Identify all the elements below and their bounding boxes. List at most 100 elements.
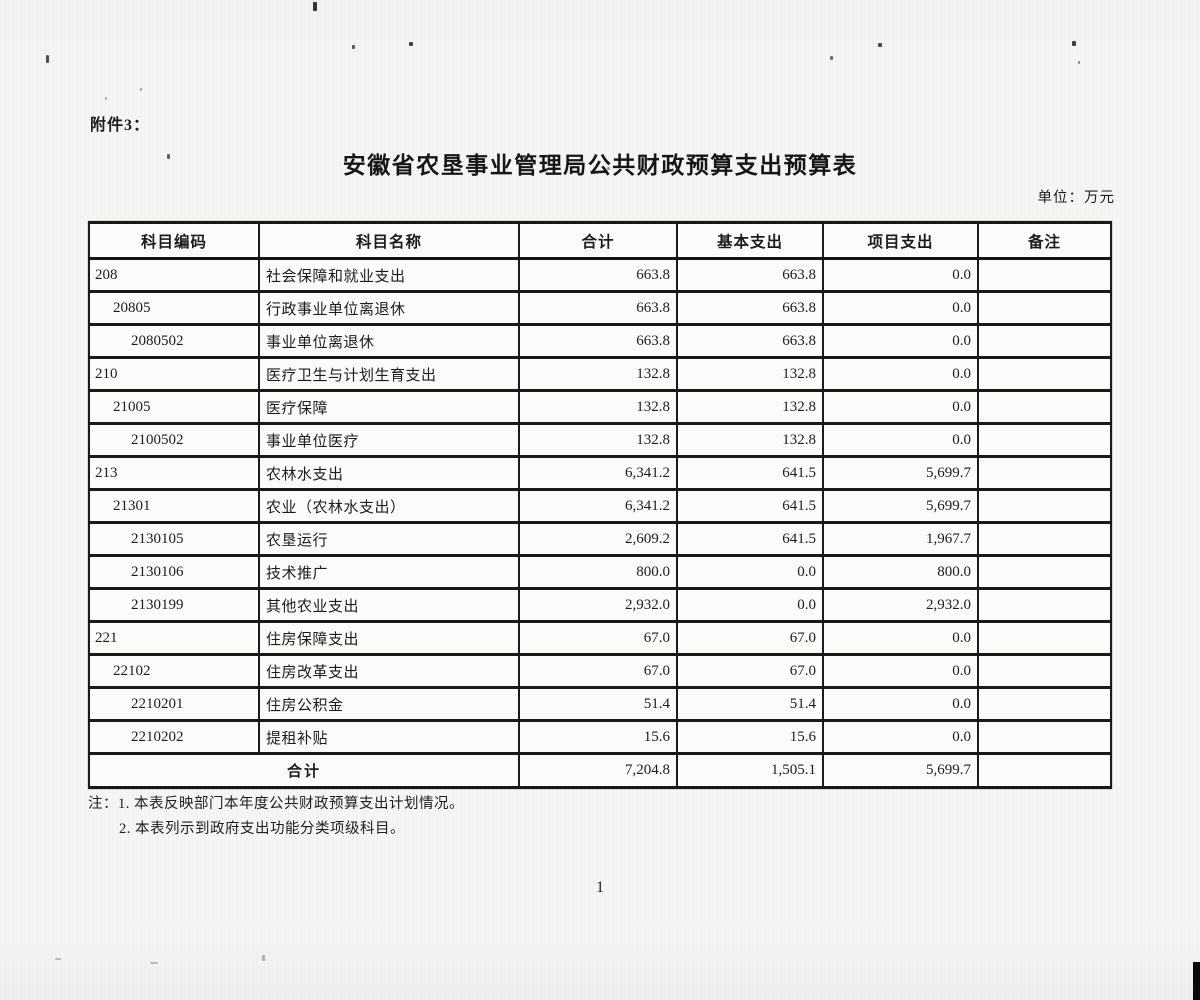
cell-basic-expense: 15.6 — [676, 719, 824, 755]
header-subject-name: 科目名称 — [258, 221, 520, 260]
table-row: 221 住房保障支出 67.0 67.0 0.0 — [88, 620, 1112, 656]
cell-total: 15.6 — [518, 719, 678, 755]
cell-remark — [977, 323, 1112, 359]
scan-speck — [1072, 41, 1076, 46]
cell-total: 132.8 — [518, 422, 678, 458]
scan-speck — [878, 43, 882, 47]
cell-basic-expense: 641.5 — [676, 488, 824, 524]
cell-remark — [977, 356, 1112, 392]
total-row-label: 合计 — [88, 752, 520, 789]
scan-edge-mark — [1193, 962, 1200, 1000]
cell-remark — [977, 653, 1112, 689]
cell-remark — [977, 257, 1112, 293]
table-row: 2210202 提租补贴 15.6 15.6 0.0 — [88, 719, 1112, 755]
cell-project-expense: 1,967.7 — [822, 521, 979, 557]
cell-remark — [977, 488, 1112, 524]
cell-basic-expense: 132.8 — [676, 356, 824, 392]
total-row-basic: 1,505.1 — [676, 752, 824, 789]
cell-subject-code: 2080502 — [88, 323, 260, 359]
cell-subject-name: 行政事业单位离退休 — [258, 290, 520, 326]
table-header-row: 科目编码 科目名称 合计 基本支出 项目支出 备注 — [88, 221, 1112, 260]
cell-total: 800.0 — [518, 554, 678, 590]
scan-speck — [140, 88, 142, 91]
cell-subject-name: 农业（农林水支出） — [258, 488, 520, 524]
cell-remark — [977, 521, 1112, 557]
cell-project-expense: 0.0 — [822, 257, 979, 293]
cell-remark — [977, 587, 1112, 623]
scan-speck — [167, 154, 170, 159]
cell-basic-expense: 67.0 — [676, 620, 824, 656]
footnote-1: 注：1. 本表反映部门本年度公共财政预算支出计划情况。 — [88, 796, 464, 812]
cell-subject-name: 农林水支出 — [258, 455, 520, 491]
budget-table-body: 208 社会保障和就业支出 663.8 663.8 0.0 20805 行政事业… — [88, 257, 1112, 755]
cell-project-expense: 5,699.7 — [822, 488, 979, 524]
cell-subject-name: 住房公积金 — [258, 686, 520, 722]
table-row: 2210201 住房公积金 51.4 51.4 0.0 — [88, 686, 1112, 722]
cell-basic-expense: 663.8 — [676, 323, 824, 359]
cell-subject-code: 20805 — [88, 290, 260, 326]
cell-subject-name: 事业单位医疗 — [258, 422, 520, 458]
cell-project-expense: 0.0 — [822, 389, 979, 425]
table-row: 20805 行政事业单位离退休 663.8 663.8 0.0 — [88, 290, 1112, 326]
cell-project-expense: 0.0 — [822, 422, 979, 458]
cell-subject-code: 21005 — [88, 389, 260, 425]
cell-subject-code: 208 — [88, 257, 260, 293]
cell-basic-expense: 663.8 — [676, 290, 824, 326]
cell-remark — [977, 686, 1112, 722]
cell-total: 6,341.2 — [518, 488, 678, 524]
cell-total: 2,932.0 — [518, 587, 678, 623]
cell-project-expense: 0.0 — [822, 653, 979, 689]
cell-subject-name: 提租补贴 — [258, 719, 520, 755]
cell-subject-code: 2210201 — [88, 686, 260, 722]
cell-subject-name: 住房改革支出 — [258, 653, 520, 689]
cell-subject-name: 医疗卫生与计划生育支出 — [258, 356, 520, 392]
table-row: 22102 住房改革支出 67.0 67.0 0.0 — [88, 653, 1112, 689]
table-row: 210 医疗卫生与计划生育支出 132.8 132.8 0.0 — [88, 356, 1112, 392]
cell-remark — [977, 554, 1112, 590]
cell-total: 2,609.2 — [518, 521, 678, 557]
footnotes: 注：1. 本表反映部门本年度公共财政预算支出计划情况。 2. 本表列示到政府支出… — [88, 792, 464, 842]
cell-total: 663.8 — [518, 323, 678, 359]
cell-remark — [977, 389, 1112, 425]
scan-speck — [1078, 61, 1080, 64]
cell-remark — [977, 455, 1112, 491]
cell-basic-expense: 0.0 — [676, 587, 824, 623]
cell-total: 132.8 — [518, 356, 678, 392]
cell-project-expense: 0.0 — [822, 719, 979, 755]
table-row: 2130199 其他农业支出 2,932.0 0.0 2,932.0 — [88, 587, 1112, 623]
cell-total: 6,341.2 — [518, 455, 678, 491]
cell-total: 663.8 — [518, 257, 678, 293]
cell-subject-code: 2130106 — [88, 554, 260, 590]
cell-project-expense: 0.0 — [822, 290, 979, 326]
header-total: 合计 — [518, 221, 678, 260]
scan-speck — [313, 2, 317, 11]
scan-speck — [607, 167, 610, 170]
table-row: 2130105 农垦运行 2,609.2 641.5 1,967.7 — [88, 521, 1112, 557]
scan-speck — [830, 56, 833, 60]
total-row-total: 7,204.8 — [518, 752, 678, 789]
scan-speck — [150, 962, 158, 964]
attachment-label: 附件3： — [90, 117, 151, 134]
cell-total: 67.0 — [518, 653, 678, 689]
cell-subject-code: 210 — [88, 356, 260, 392]
cell-subject-code: 221 — [88, 620, 260, 656]
cell-project-expense: 0.0 — [822, 620, 979, 656]
total-row-project: 5,699.7 — [822, 752, 979, 789]
page-number: 1 — [596, 879, 604, 896]
cell-basic-expense: 663.8 — [676, 257, 824, 293]
cell-project-expense: 2,932.0 — [822, 587, 979, 623]
cell-basic-expense: 0.0 — [676, 554, 824, 590]
cell-basic-expense: 132.8 — [676, 422, 824, 458]
header-project-expense: 项目支出 — [822, 221, 979, 260]
unit-label: 单位：万元 — [1037, 190, 1115, 206]
scan-speck — [352, 45, 355, 49]
cell-basic-expense: 132.8 — [676, 389, 824, 425]
header-remarks: 备注 — [977, 221, 1112, 260]
cell-subject-code: 21301 — [88, 488, 260, 524]
cell-total: 51.4 — [518, 686, 678, 722]
cell-subject-code: 2210202 — [88, 719, 260, 755]
table-row: 2100502 事业单位医疗 132.8 132.8 0.0 — [88, 422, 1112, 458]
cell-project-expense: 0.0 — [822, 686, 979, 722]
cell-subject-code: 2100502 — [88, 422, 260, 458]
cell-subject-name: 住房保障支出 — [258, 620, 520, 656]
